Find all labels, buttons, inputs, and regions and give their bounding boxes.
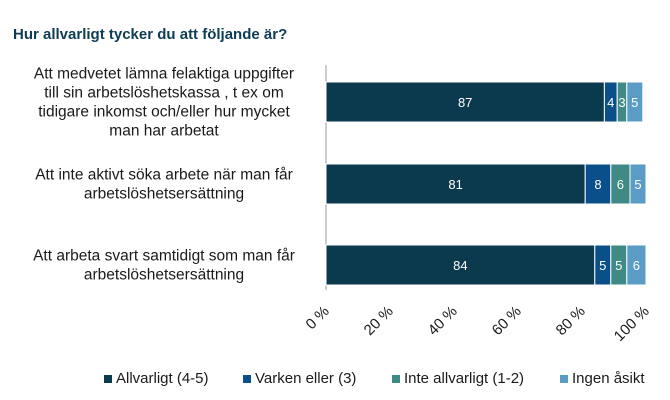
category-label: arbetslöshetsersättning	[84, 186, 244, 203]
category-label: man har arbetat	[109, 123, 219, 140]
x-tick-label: 0 %	[303, 303, 333, 333]
legend-label: Allvarligt (4-5)	[116, 370, 209, 387]
legend-item: Varken eller (3)	[243, 370, 356, 387]
legend-item: Allvarligt (4-5)	[104, 370, 209, 387]
category-label: Att inte aktivt söka arbete när man får	[35, 167, 293, 184]
x-tick-label: 40 %	[425, 303, 461, 339]
x-tick-label: 80 %	[553, 303, 589, 339]
legend-label: Inte allvarligt (1-2)	[404, 370, 525, 387]
bar-value-label: 8	[594, 177, 601, 192]
bar-value-label: 87	[458, 95, 472, 110]
bar-value-label: 5	[634, 177, 641, 192]
bar-segment	[626, 81, 644, 123]
legend-swatch	[392, 374, 400, 383]
legend-label: Ingen åsikt	[572, 370, 645, 387]
legend-swatch	[104, 374, 112, 383]
bar-value-label: 84	[453, 258, 467, 273]
legend-item: Ingen åsikt	[560, 370, 645, 387]
bars: 87 4 3 581 8 6 584 5 5 6	[325, 81, 647, 286]
bar-segment	[325, 244, 596, 286]
category-label: arbetslöshetsersättning	[84, 267, 244, 284]
category-label: Att medvetet lämna felaktiga uppgifter	[34, 66, 294, 83]
bar-value-label: 6	[633, 258, 640, 273]
bar-value-label: 5	[615, 258, 622, 273]
x-tick-label: 60 %	[489, 303, 525, 339]
legend-swatch	[243, 374, 251, 383]
legend-swatch	[560, 374, 568, 383]
bar-segment	[584, 163, 612, 205]
bar-value-label: 5	[631, 95, 638, 110]
legend: Allvarligt (4-5) Varken eller (3) Inte all…	[0, 370, 670, 394]
legend-item: Inte allvarligt (1-2)	[392, 370, 524, 387]
category-label: tidigare inkomst och/eller hur mycket	[38, 104, 290, 121]
category-labels: Att medvetet lämna felaktiga uppgifter ti…	[33, 66, 295, 284]
bar-value-label: 6	[617, 177, 624, 192]
bar-segment	[325, 81, 605, 123]
x-tick-label: 20 %	[361, 303, 397, 339]
category-label: Att arbeta svart samtidigt som man får	[33, 248, 295, 265]
x-tick-label: 100 %	[611, 303, 653, 345]
bar-value-label: 81	[448, 177, 462, 192]
x-tick-labels: 0 % 20 % 40 % 60 % 80 % 100 %	[303, 303, 653, 345]
bar-value-label: 3	[618, 95, 625, 110]
bar-segment	[629, 163, 647, 205]
category-label: till sin arbetslöshetskassa , t ex om	[44, 85, 284, 102]
chart-title: Hur allvarligt tycker du att följande är…	[13, 26, 288, 43]
legend-label: Varken eller (3)	[255, 370, 357, 387]
bar-value-label: 5	[599, 258, 606, 273]
bar-segment	[626, 244, 647, 286]
bar-value-label: 4	[607, 95, 614, 110]
